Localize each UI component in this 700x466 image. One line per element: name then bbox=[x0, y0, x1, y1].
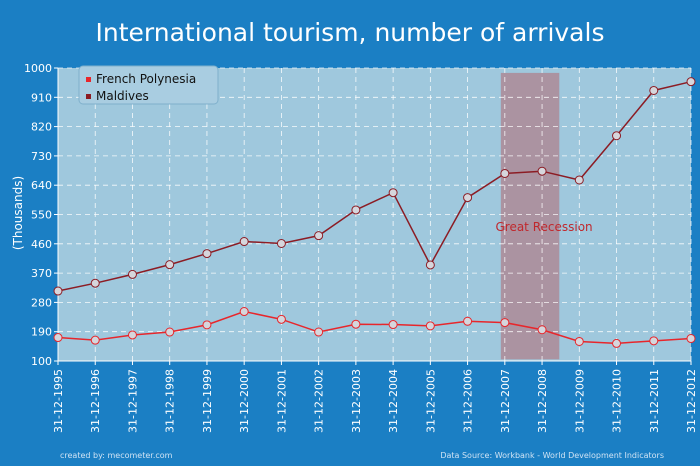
x-tick-label: 31-12-1999 bbox=[201, 369, 214, 433]
data-point bbox=[239, 307, 249, 317]
x-tick-label: 31-12-1996 bbox=[89, 369, 102, 433]
x-tick-label: 31-12-1995 bbox=[52, 369, 65, 433]
x-tick-label: 31-12-2008 bbox=[536, 369, 549, 433]
x-tick-label: 31-12-2010 bbox=[611, 369, 624, 433]
legend-swatch bbox=[86, 77, 91, 82]
series-line-0 bbox=[57, 310, 692, 345]
data-point bbox=[574, 175, 584, 185]
x-tick-label: 31-12-1997 bbox=[126, 369, 139, 433]
x-tick-label: 31-12-2001 bbox=[275, 369, 288, 433]
y-tick-label: 100 bbox=[31, 355, 52, 368]
y-tick-label: 280 bbox=[31, 296, 52, 309]
data-point bbox=[351, 205, 361, 215]
legend-box bbox=[78, 65, 219, 105]
x-tick-label: 31-12-2004 bbox=[387, 369, 400, 433]
x-tick-label: 31-12-2003 bbox=[350, 369, 363, 433]
y-tick-label: 550 bbox=[31, 209, 52, 222]
data-point bbox=[239, 237, 249, 247]
data-point bbox=[127, 269, 137, 279]
recession-label: Great Recession bbox=[495, 220, 592, 234]
y-tick-label: 730 bbox=[31, 150, 52, 163]
x-tick-label: 31-12-2002 bbox=[313, 369, 326, 433]
data-point bbox=[388, 320, 398, 330]
y-tick-label: 820 bbox=[31, 121, 52, 134]
data-point bbox=[537, 166, 547, 176]
x-tick-label: 31-12-2006 bbox=[462, 369, 475, 433]
legend-swatch bbox=[86, 94, 91, 99]
data-point bbox=[127, 330, 137, 340]
x-tick-label: 31-12-2000 bbox=[238, 369, 251, 433]
data-point bbox=[202, 320, 212, 330]
data-point bbox=[314, 327, 324, 337]
series-line-1 bbox=[57, 80, 692, 292]
x-tick-label: 31-12-2012 bbox=[685, 369, 698, 433]
data-point bbox=[351, 319, 361, 329]
chart-title: International tourism, number of arrival… bbox=[95, 18, 605, 47]
y-tick-label: 190 bbox=[31, 326, 52, 339]
data-point bbox=[276, 238, 286, 248]
y-tick-label: 1000 bbox=[24, 62, 52, 75]
credit-right: Data Source: Workbank - World Developmen… bbox=[440, 451, 664, 460]
legend-label: French Polynesia bbox=[96, 72, 196, 86]
data-point bbox=[649, 85, 659, 95]
legend-label: Maldives bbox=[96, 89, 149, 103]
data-point bbox=[612, 131, 622, 141]
data-point bbox=[574, 336, 584, 346]
data-point bbox=[649, 336, 659, 346]
x-tick-label: 31-12-2009 bbox=[573, 369, 586, 433]
data-point bbox=[165, 327, 175, 337]
data-point bbox=[388, 188, 398, 198]
data-point bbox=[53, 286, 63, 296]
data-point bbox=[90, 335, 100, 345]
data-point bbox=[425, 260, 435, 270]
data-point bbox=[500, 168, 510, 178]
data-point bbox=[612, 338, 622, 348]
x-tick-label: 31-12-2005 bbox=[424, 369, 437, 433]
data-point bbox=[686, 77, 696, 87]
data-point bbox=[165, 260, 175, 270]
data-point bbox=[202, 249, 212, 259]
x-tick-label: 31-12-2011 bbox=[648, 369, 661, 433]
data-point bbox=[53, 333, 63, 343]
y-tick-label: 370 bbox=[31, 267, 52, 280]
data-point bbox=[425, 321, 435, 331]
data-point bbox=[276, 314, 286, 324]
recession-band bbox=[500, 72, 560, 360]
data-point bbox=[463, 193, 473, 203]
data-point bbox=[500, 318, 510, 328]
data-point bbox=[463, 316, 473, 326]
x-tick-label: 31-12-1998 bbox=[164, 369, 177, 433]
data-point bbox=[686, 334, 696, 344]
data-point bbox=[90, 278, 100, 288]
data-point bbox=[314, 231, 324, 241]
y-tick-label: 460 bbox=[31, 238, 52, 251]
y-tick-label: 910 bbox=[31, 91, 52, 104]
data-point bbox=[537, 325, 547, 335]
y-tick-label: 640 bbox=[31, 179, 52, 192]
x-tick-label: 31-12-2007 bbox=[499, 369, 512, 433]
credit-left: created by: mecometer.com bbox=[60, 451, 173, 460]
